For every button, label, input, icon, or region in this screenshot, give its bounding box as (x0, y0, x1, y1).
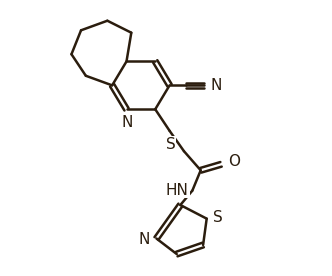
Text: S: S (213, 210, 223, 225)
Text: N: N (121, 115, 133, 130)
Text: S: S (166, 137, 176, 152)
Text: N: N (211, 78, 222, 93)
Text: N: N (138, 232, 150, 247)
Text: HN: HN (166, 183, 189, 198)
Text: O: O (228, 155, 240, 169)
